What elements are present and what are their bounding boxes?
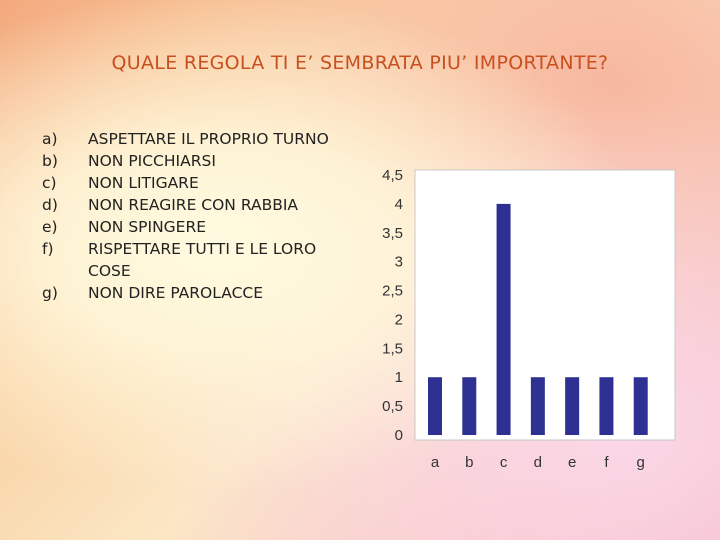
list-item: g) NON DIRE PAROLACCE [42,282,342,304]
x-tick-label: c [500,454,508,471]
x-tick-label: b [465,454,473,471]
y-tick-label: 2 [395,311,403,328]
bar-e [565,377,580,435]
option-text: NON PICCHIARSI [88,152,216,170]
option-letter: c) [42,174,57,192]
y-axis: 0 0,5 1 1,5 2 2,5 3 3,5 4 4,5 [382,167,403,444]
option-text: NON LITIGARE [88,174,199,192]
y-tick-label: 3 [395,254,403,271]
option-letter: f) [42,240,54,258]
slide-title: QUALE REGOLA TI E’ SEMBRATA PIU’ IMPORTA… [111,52,609,74]
option-letter: g) [42,284,58,302]
bar-c [496,203,511,435]
y-tick-label: 3,5 [382,225,403,242]
x-axis: a b c d e f g [431,454,645,471]
y-tick-label: 1 [395,369,403,386]
y-tick-label: 4,5 [382,167,403,184]
option-text: NON SPINGERE [88,218,207,236]
y-tick-label: 1,5 [382,340,403,357]
x-tick-label: d [534,454,542,471]
options-list: a) ASPETTARE IL PROPRIO TURNO b) NON PIC… [42,128,342,304]
option-letter: b) [42,152,58,170]
x-tick-label: e [568,454,576,471]
plot-background [414,169,676,441]
list-item: b) NON PICCHIARSI [42,150,342,172]
y-tick-label: 2,5 [382,283,403,300]
list-item: c) NON LITIGARE [42,172,342,194]
option-text: NON DIRE PAROLACCE [88,284,264,302]
option-letter: d) [42,196,58,214]
x-tick-label: g [637,454,645,471]
bar-a [428,377,442,435]
option-text: ASPETTARE IL PROPRIO TURNO [88,130,329,148]
bar-chart: 0 0,5 1 1,5 2 2,5 3 3,5 4 4,5 a b c d e f g [382,167,676,471]
option-text: RISPETTARE TUTTI E LE LORO COSE [88,240,317,280]
y-tick-label: 0 [395,427,403,444]
option-text: NON REAGIRE CON RABBIA [88,196,299,214]
y-tick-label: 0,5 [382,398,403,415]
list-item: e) NON SPINGERE [42,216,342,238]
list-item: d) NON REAGIRE CON RABBIA [42,194,342,216]
option-letter: a) [42,130,58,148]
bar-f [599,377,614,435]
list-item: a) ASPETTARE IL PROPRIO TURNO [42,128,342,150]
bars [428,203,648,435]
bar-d [530,377,545,435]
x-tick-label: f [604,454,609,471]
bar-g [633,377,648,435]
y-tick-label: 4 [395,196,403,213]
list-item: f) RISPETTARE TUTTI E LE LORO COSE [42,238,342,282]
option-letter: e) [42,218,58,236]
bar-b [462,377,477,435]
x-tick-label: a [431,454,440,471]
